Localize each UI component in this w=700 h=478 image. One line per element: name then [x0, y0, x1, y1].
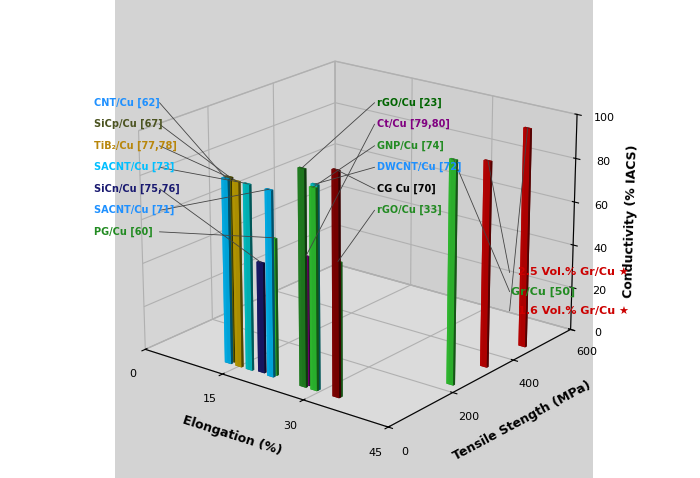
- X-axis label: Elongation (%): Elongation (%): [181, 413, 284, 457]
- Text: TiB₂/Cu [77,78]: TiB₂/Cu [77,78]: [94, 141, 177, 151]
- Text: rGO/Cu [33]: rGO/Cu [33]: [377, 205, 442, 216]
- Text: DWCNT/Cu [72]: DWCNT/Cu [72]: [377, 162, 461, 173]
- Text: Gr/Cu [50]: Gr/Cu [50]: [511, 286, 575, 297]
- Text: CG Cu [70]: CG Cu [70]: [377, 184, 435, 194]
- Text: rGO/Cu [23]: rGO/Cu [23]: [377, 98, 442, 108]
- Text: SACNT/Cu [73]: SACNT/Cu [73]: [94, 162, 175, 173]
- Text: CNT/Cu [62]: CNT/Cu [62]: [94, 98, 160, 108]
- Text: 2.5 Vol.% Gr/Cu ★: 2.5 Vol.% Gr/Cu ★: [518, 268, 629, 277]
- Text: PG/Cu [60]: PG/Cu [60]: [94, 227, 153, 237]
- Y-axis label: Tensile Stength (MPa): Tensile Stength (MPa): [451, 378, 593, 463]
- Text: SiCp/Cu [67]: SiCp/Cu [67]: [94, 119, 163, 130]
- Text: GNP/Cu [74]: GNP/Cu [74]: [377, 141, 444, 151]
- Text: Ct/Cu [79,80]: Ct/Cu [79,80]: [377, 119, 449, 130]
- Text: SiCn/Cu [75,76]: SiCn/Cu [75,76]: [94, 184, 181, 194]
- Text: 1.6 Vol.% Gr/Cu ★: 1.6 Vol.% Gr/Cu ★: [518, 306, 629, 315]
- Text: SACNT/Cu [71]: SACNT/Cu [71]: [94, 205, 175, 216]
